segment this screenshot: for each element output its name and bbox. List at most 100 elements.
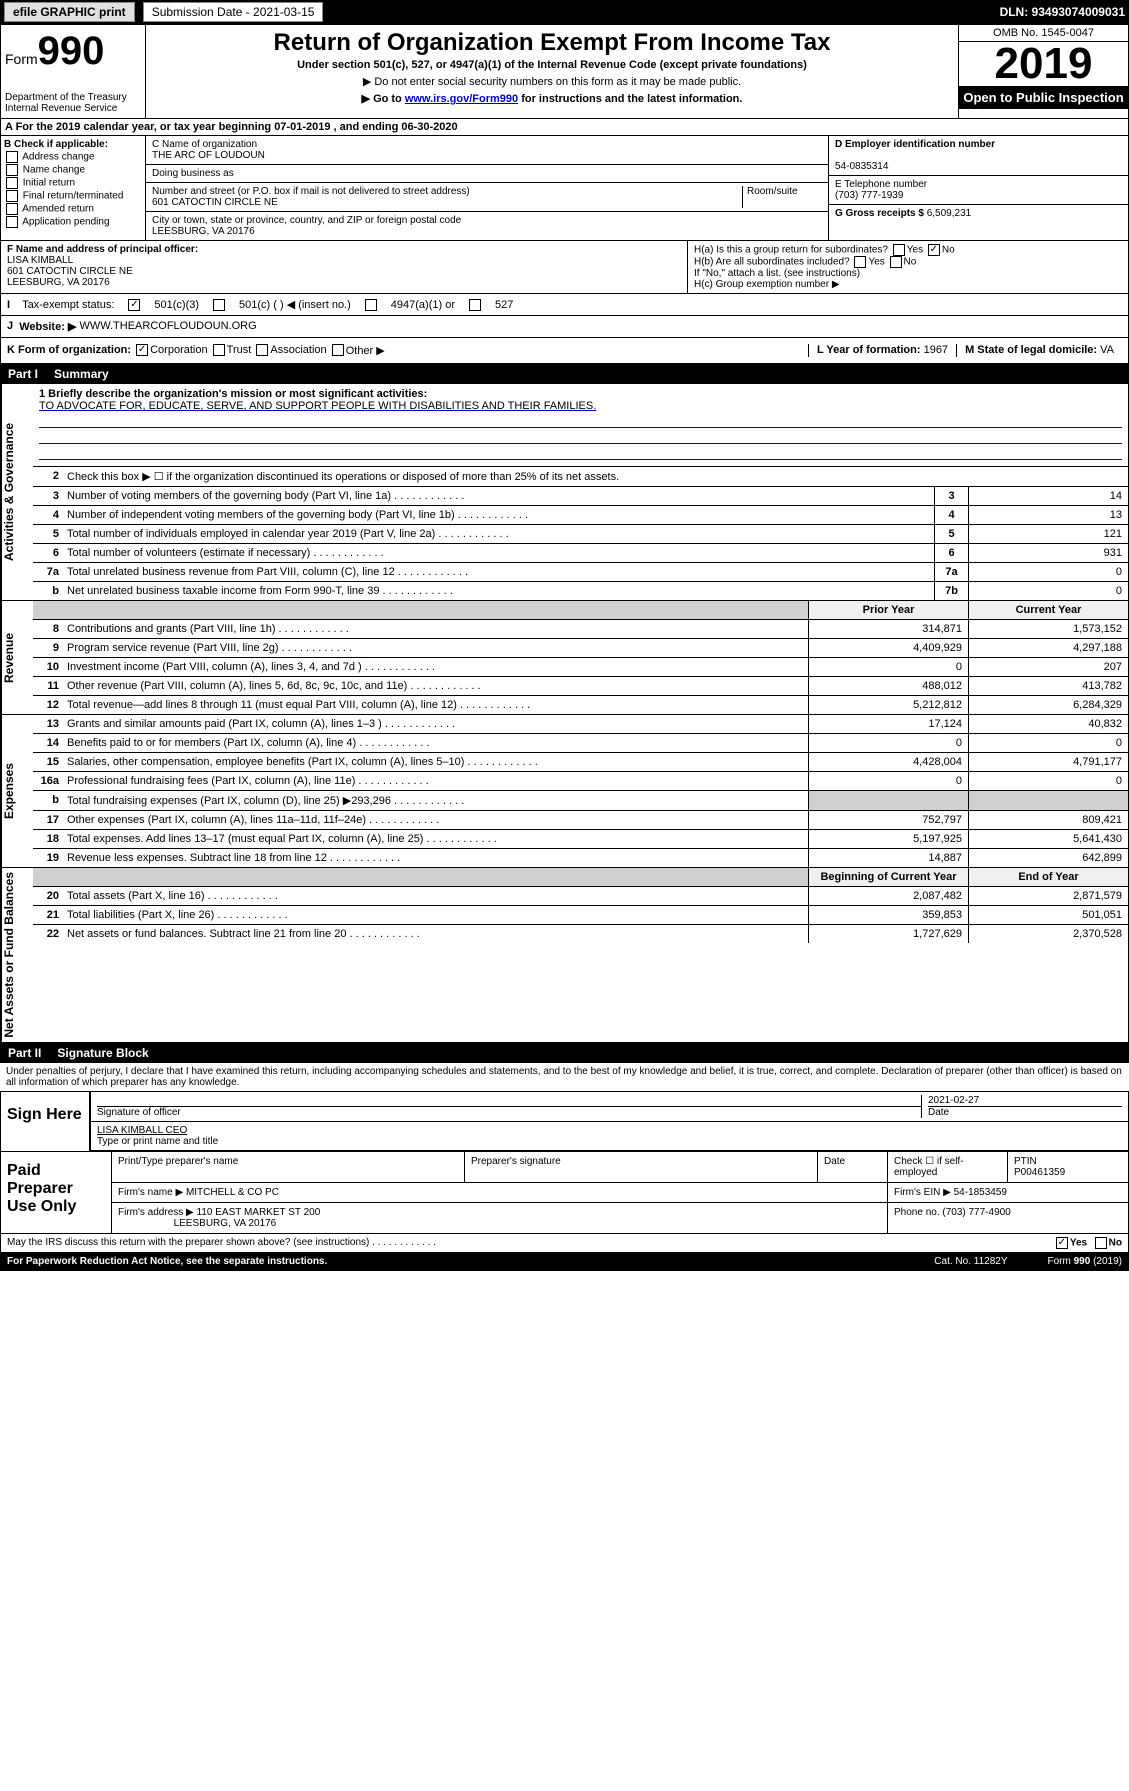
row-fh: F Name and address of principal officer:… — [0, 241, 1129, 294]
part1-num: Part I — [8, 367, 38, 381]
part1-title: Summary — [54, 367, 109, 381]
sig-name-label: Type or print name and title — [97, 1136, 218, 1147]
note-link: ▶ Go to www.irs.gov/Form990 for instruct… — [150, 92, 954, 105]
firm-ein: 54-1853459 — [954, 1187, 1007, 1198]
vtab-netassets: Net Assets or Fund Balances — [1, 868, 33, 1042]
prep-name-hdr: Print/Type preparer's name — [112, 1152, 465, 1182]
org-name-label: C Name of organization — [152, 139, 822, 150]
officer-addr1: 601 CATOCTIN CIRCLE NE — [7, 266, 133, 277]
section-bcd: B Check if applicable: Address change Na… — [0, 136, 1129, 241]
gov-line: 2Check this box ▶ ☐ if the organization … — [33, 467, 1128, 487]
efile-button[interactable]: efile GRAPHIC print — [4, 2, 135, 22]
chk-assoc[interactable] — [256, 344, 268, 356]
sign-here-label: Sign Here — [1, 1092, 91, 1151]
chk-corp[interactable]: ✓ — [136, 344, 148, 356]
row-a-period: A For the 2019 calendar year, or tax yea… — [0, 119, 1129, 136]
prior-year-hdr: Prior Year — [808, 601, 968, 619]
discuss-yes[interactable]: ✓ — [1056, 1237, 1068, 1249]
mission-label: 1 Briefly describe the organization's mi… — [39, 388, 427, 400]
data-line: 8Contributions and grants (Part VIII, li… — [33, 620, 1128, 639]
note-link-post: for instructions and the latest informat… — [518, 93, 742, 105]
tax-year: 2019 — [959, 42, 1128, 86]
ptin-label: PTIN — [1014, 1156, 1037, 1167]
box-b-label: B Check if applicable: — [4, 139, 108, 150]
form-subtitle: Under section 501(c), 527, or 4947(a)(1)… — [150, 59, 954, 71]
irs-link[interactable]: www.irs.gov/Form990 — [405, 93, 518, 105]
pra-notice: For Paperwork Reduction Act Notice, see … — [7, 1256, 327, 1267]
gross-value: 6,509,231 — [927, 208, 972, 219]
vtab-governance: Activities & Governance — [1, 384, 33, 600]
discuss-text: May the IRS discuss this return with the… — [7, 1237, 436, 1249]
chk-527[interactable] — [469, 299, 481, 311]
city-label: City or town, state or province, country… — [152, 215, 822, 226]
hb-note: If "No," attach a list. (see instruction… — [694, 268, 1122, 279]
firm-name: MITCHELL & CO PC — [186, 1187, 279, 1198]
dln: DLN: 93493074009031 — [1000, 5, 1125, 19]
addr-label: Number and street (or P.O. box if mail i… — [152, 186, 742, 197]
tel-value: (703) 777-1939 — [835, 190, 903, 201]
footer-row: For Paperwork Reduction Act Notice, see … — [0, 1253, 1129, 1271]
form-number: 990 — [38, 29, 105, 73]
ha-yes[interactable] — [893, 244, 905, 256]
end-year-hdr: End of Year — [968, 868, 1128, 886]
org-address: 601 CATOCTIN CIRCLE NE — [152, 197, 742, 208]
gov-line: 7aTotal unrelated business revenue from … — [33, 563, 1128, 582]
chk-trust[interactable] — [213, 344, 225, 356]
gov-line: 5Total number of individuals employed in… — [33, 525, 1128, 544]
org-name: THE ARC OF LOUDOUN — [152, 150, 822, 161]
open-public-badge: Open to Public Inspection — [959, 86, 1128, 109]
firm-addr: 110 EAST MARKET ST 200 — [197, 1207, 321, 1218]
chk-name-change[interactable]: Name change — [4, 164, 142, 176]
sig-officer-label: Signature of officer — [97, 1106, 921, 1118]
part2-header: Part II Signature Block — [0, 1043, 1129, 1063]
ein-label: D Employer identification number — [835, 139, 995, 150]
data-line: 22Net assets or fund balances. Subtract … — [33, 925, 1128, 943]
beg-year-hdr: Beginning of Current Year — [808, 868, 968, 886]
ein-value: 54-0835314 — [835, 161, 888, 172]
vtab-expenses: Expenses — [1, 715, 33, 867]
data-line: 12Total revenue—add lines 8 through 11 (… — [33, 696, 1128, 714]
year-formation-label: L Year of formation: — [817, 344, 924, 356]
data-line: 14Benefits paid to or for members (Part … — [33, 734, 1128, 753]
chk-address-change[interactable]: Address change — [4, 151, 142, 163]
chk-final-return[interactable]: Final return/terminated — [4, 190, 142, 202]
data-line: 11Other revenue (Part VIII, column (A), … — [33, 677, 1128, 696]
form-org-label: K Form of organization: — [7, 344, 131, 357]
firm-phone-label: Phone no. — [894, 1207, 942, 1218]
chk-amended[interactable]: Amended return — [4, 203, 142, 215]
hb-no[interactable] — [890, 256, 902, 268]
firm-label: Firm's name ▶ — [118, 1187, 183, 1198]
period-text: A For the 2019 calendar year, or tax yea… — [5, 121, 458, 133]
chk-app-pending[interactable]: Application pending — [4, 216, 142, 228]
chk-501c[interactable] — [213, 299, 225, 311]
gov-line: 3Number of voting members of the governi… — [33, 487, 1128, 506]
chk-501c3[interactable]: ✓ — [128, 299, 140, 311]
data-line: 9Program service revenue (Part VIII, lin… — [33, 639, 1128, 658]
gov-line: 4Number of independent voting members of… — [33, 506, 1128, 525]
firm-ein-label: Firm's EIN ▶ — [894, 1187, 951, 1198]
domicile-label: M State of legal domicile: — [965, 344, 1100, 356]
dba-label: Doing business as — [146, 165, 828, 183]
prep-sig-hdr: Preparer's signature — [465, 1152, 818, 1182]
chk-other[interactable] — [332, 344, 344, 356]
ha-no[interactable]: ✓ — [928, 244, 940, 256]
year-formation: 1967 — [924, 344, 948, 356]
summary-expenses: Expenses 13Grants and similar amounts pa… — [0, 715, 1129, 868]
chk-initial-return[interactable]: Initial return — [4, 177, 142, 189]
discuss-no[interactable] — [1095, 1237, 1107, 1249]
chk-4947[interactable] — [365, 299, 377, 311]
data-line: 19Revenue less expenses. Subtract line 1… — [33, 849, 1128, 867]
box-b: B Check if applicable: Address change Na… — [1, 136, 146, 240]
domicile: VA — [1100, 344, 1114, 356]
website-label: Website: ▶ — [19, 320, 76, 333]
firm-addr2: LEESBURG, VA 20176 — [174, 1218, 277, 1229]
part2-num: Part II — [8, 1046, 41, 1060]
sig-date-label: Date — [928, 1106, 1122, 1118]
hb-label: H(b) Are all subordinates included? — [694, 257, 850, 268]
hb-yes[interactable] — [854, 256, 866, 268]
note-ssn: ▶ Do not enter social security numbers o… — [150, 75, 954, 88]
mission-text: TO ADVOCATE FOR, EDUCATE, SERVE, AND SUP… — [39, 400, 596, 412]
gov-line: 6Total number of volunteers (estimate if… — [33, 544, 1128, 563]
form-id-box: Form990 Department of the Treasury Inter… — [1, 25, 146, 118]
row-k: K Form of organization: ✓Corporation Tru… — [0, 338, 1129, 364]
